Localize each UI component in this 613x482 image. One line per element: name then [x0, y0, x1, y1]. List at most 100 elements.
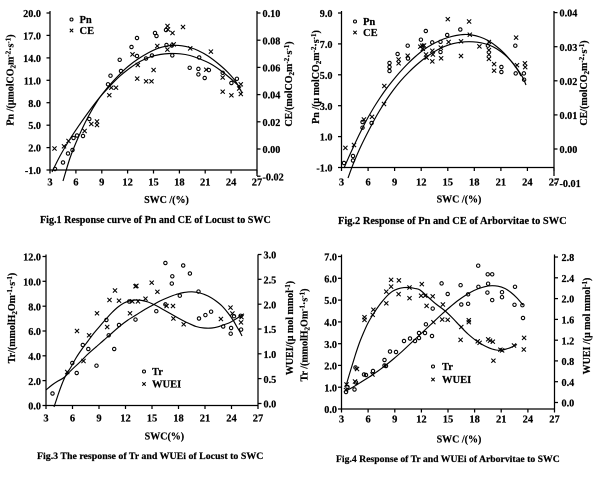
svg-text:Fig.4 Response of Tr and WUEi: Fig.4 Response of Tr and WUEi of Arborvi…: [336, 454, 560, 465]
svg-text:0.8: 0.8: [562, 357, 575, 368]
svg-text:20.0: 20.0: [23, 9, 41, 20]
svg-text:8.0: 8.0: [28, 302, 41, 313]
svg-text:CE: CE: [363, 28, 378, 39]
svg-text:6.0: 6.0: [324, 274, 337, 285]
svg-text:0.00: 0.00: [560, 145, 578, 156]
svg-text:2.8: 2.8: [562, 253, 575, 264]
svg-text:0.0: 0.0: [324, 405, 337, 416]
svg-text:2.0: 2.0: [28, 144, 41, 155]
svg-text:27: 27: [253, 414, 264, 425]
svg-text:10.0: 10.0: [23, 277, 41, 288]
svg-text:8.0: 8.0: [28, 99, 41, 110]
svg-text:0.5: 0.5: [264, 375, 277, 386]
svg-text:2.5: 2.5: [264, 275, 277, 286]
svg-text:21: 21: [200, 414, 211, 425]
svg-text:15: 15: [148, 178, 159, 189]
svg-text:0.01: 0.01: [560, 111, 578, 122]
svg-text:0.0: 0.0: [264, 400, 277, 411]
svg-text:0.08: 0.08: [263, 36, 281, 47]
svg-text:6: 6: [70, 414, 75, 425]
svg-text:Pn: Pn: [363, 17, 375, 28]
svg-text:18: 18: [173, 414, 184, 425]
svg-text:27: 27: [549, 415, 560, 426]
svg-text:0.4: 0.4: [562, 378, 575, 389]
svg-text:7.0: 7.0: [320, 40, 333, 51]
svg-text:2.0: 2.0: [264, 300, 277, 311]
svg-text:4.0: 4.0: [324, 318, 337, 329]
svg-text:Pn: Pn: [80, 15, 92, 26]
svg-text:0.06: 0.06: [263, 64, 281, 75]
svg-text:5.0: 5.0: [28, 121, 41, 132]
svg-text:9: 9: [392, 178, 397, 189]
svg-text:CE: CE: [80, 26, 95, 37]
svg-text:WUEI /(μ mol mmol-1): WUEI /(μ mol mmol-1): [581, 278, 593, 375]
svg-text:24: 24: [523, 415, 534, 426]
svg-text:9: 9: [392, 415, 397, 426]
svg-text:18: 18: [174, 178, 185, 189]
svg-text:3: 3: [339, 415, 344, 426]
svg-text:0.0: 0.0: [562, 399, 575, 410]
svg-text:5.0: 5.0: [324, 296, 337, 307]
svg-text:WUEI: WUEI: [442, 375, 471, 386]
svg-text:Tr/(mmolH2Om-1·s-1): Tr/(mmolH2Om-1·s-1): [6, 273, 19, 364]
svg-text:0.10: 0.10: [263, 9, 281, 20]
svg-text:-1.0: -1.0: [316, 164, 332, 175]
svg-text:11.0: 11.0: [24, 76, 41, 87]
svg-text:Pn /(μ molCO2m-2·s-1): Pn /(μ molCO2m-2·s-1): [310, 30, 323, 124]
svg-text:WUEI/(μ mol mmol-1): WUEI/(μ mol mmol-1): [284, 281, 296, 375]
svg-text:2.4: 2.4: [562, 274, 575, 285]
svg-text:1.6: 1.6: [562, 316, 575, 327]
svg-text:6.0: 6.0: [28, 327, 41, 338]
svg-text:3: 3: [47, 178, 52, 189]
svg-text:Fig.2 Response of Pn and CE o: Fig.2 Response of Pn and CE of Arborvita…: [338, 216, 567, 227]
svg-text:SWC(%): SWC(%): [145, 432, 184, 443]
svg-text:17.0: 17.0: [23, 32, 41, 43]
svg-text:24: 24: [522, 178, 533, 189]
svg-text:Tr /(mmolH2Om-1·s-1): Tr /(mmolH2Om-1·s-1): [299, 289, 312, 382]
svg-text:3.0: 3.0: [264, 251, 277, 262]
svg-text:0.00: 0.00: [263, 145, 281, 156]
svg-text:15: 15: [443, 415, 454, 426]
svg-text:WUEI: WUEI: [152, 380, 181, 391]
svg-text:1.2: 1.2: [562, 336, 575, 347]
svg-text:2.0: 2.0: [562, 295, 575, 306]
svg-text:9: 9: [99, 178, 104, 189]
svg-text:12: 12: [120, 414, 131, 425]
svg-text:0.04: 0.04: [560, 9, 578, 20]
svg-text:12: 12: [416, 178, 427, 189]
svg-text:SWC /(%): SWC /(%): [437, 434, 482, 445]
svg-text:18: 18: [469, 415, 480, 426]
svg-text:1.0: 1.0: [320, 133, 333, 144]
svg-text:Tr: Tr: [442, 362, 453, 373]
svg-text:4.0: 4.0: [28, 352, 41, 363]
svg-text:14.0: 14.0: [23, 54, 41, 65]
svg-text:9: 9: [96, 414, 101, 425]
svg-text:2.0: 2.0: [324, 362, 337, 373]
svg-text:24: 24: [226, 414, 237, 425]
svg-text:12: 12: [416, 415, 427, 426]
svg-text:3.0: 3.0: [320, 102, 333, 113]
svg-text:15: 15: [147, 414, 158, 425]
svg-text:18: 18: [469, 178, 480, 189]
svg-text:3: 3: [339, 178, 344, 189]
svg-text:Pn /(μmolCO2m-2·s-1): Pn /(μmolCO2m-2·s-1): [5, 34, 18, 125]
svg-text:3: 3: [43, 414, 48, 425]
svg-text:3.0: 3.0: [324, 340, 337, 351]
svg-text:27: 27: [252, 178, 263, 189]
svg-text:6: 6: [73, 178, 78, 189]
svg-text:24: 24: [226, 178, 237, 189]
svg-text:7.0: 7.0: [324, 253, 337, 264]
svg-text:1.5: 1.5: [264, 325, 277, 336]
svg-text:1.0: 1.0: [264, 350, 277, 361]
svg-text:1.0: 1.0: [324, 383, 337, 394]
svg-text:-0.01: -0.01: [560, 179, 581, 190]
svg-text:-1.0: -1.0: [25, 166, 41, 177]
svg-text:9.0: 9.0: [320, 9, 333, 20]
svg-text:-0.02: -0.02: [263, 172, 284, 183]
svg-text:5.0: 5.0: [320, 71, 333, 82]
svg-text:Tr: Tr: [152, 367, 163, 378]
svg-text:CE/(molCO2m-2·s-1): CE/(molCO2m-2·s-1): [578, 40, 591, 125]
svg-text:0.02: 0.02: [263, 118, 281, 129]
svg-text:6: 6: [365, 178, 370, 189]
svg-text:15: 15: [443, 178, 454, 189]
